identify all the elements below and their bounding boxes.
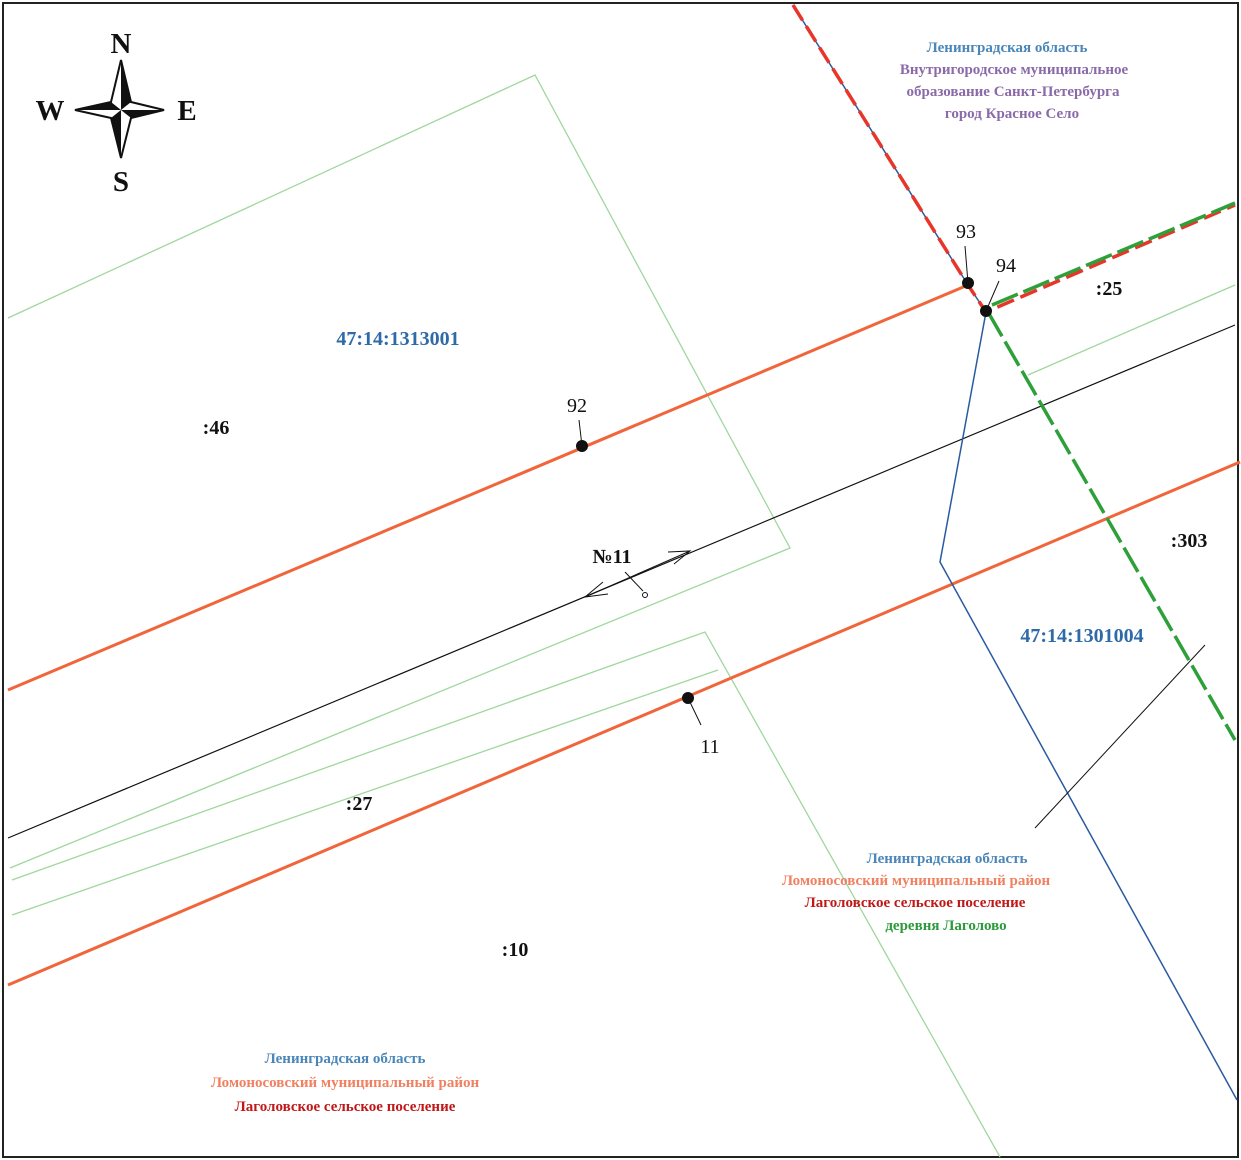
compass-west: W	[36, 95, 65, 127]
compass-east: E	[177, 95, 196, 127]
compass-south: S	[113, 166, 129, 198]
region-label-right: Ленинградская область Ломоносовский муни…	[782, 851, 1051, 934]
green-dashed-boundary	[986, 201, 1237, 741]
point-93-marker	[962, 277, 974, 289]
point-label-92: 92	[567, 395, 587, 417]
orange-boundaries	[7, 283, 1241, 987]
parcel-46-outline	[7, 74, 791, 869]
route-label: №11	[593, 546, 632, 568]
region-leader-line	[1034, 644, 1206, 829]
point-label-94: 94	[996, 255, 1016, 277]
svg-text:Ленинградская область: Ленинградская область	[265, 1051, 426, 1067]
parcel-25-outline	[1027, 284, 1236, 376]
blue-boundary	[792, 4, 1238, 1101]
point-92-marker	[576, 440, 588, 452]
parcel-label-303: :303	[1171, 530, 1208, 552]
region-label-bottom-left: Ленинградская область Ломоносовский муни…	[211, 1051, 480, 1115]
svg-text:деревня Лаголово: деревня Лаголово	[885, 918, 1006, 934]
survey-points	[576, 245, 1000, 726]
region-label-top-right: Ленинградская область Внутригородское му…	[900, 40, 1129, 122]
parcel-label-46: :46	[203, 417, 230, 439]
parcel-10-outline	[11, 631, 1001, 1158]
svg-text:образование Санкт-Петербурга: образование Санкт-Петербурга	[907, 84, 1120, 100]
parcel-27-outline	[11, 669, 719, 916]
point-94-marker	[980, 305, 992, 317]
parcel-label-25: :25	[1096, 278, 1123, 300]
point-label-93: 93	[956, 221, 976, 243]
svg-text:Ленинградская область: Ленинградская область	[927, 40, 1088, 56]
parcel-label-10: :10	[502, 939, 529, 961]
point-11-marker	[682, 692, 694, 704]
svg-text:Лаголовское сельское поселение: Лаголовское сельское поселение	[235, 1099, 456, 1115]
parcel-label-27: :27	[346, 793, 373, 815]
svg-text:Лаголовское сельское поселение: Лаголовское сельское поселение	[805, 895, 1026, 911]
compass-rose: N S W E	[36, 28, 197, 198]
svg-text:город Красное Село: город Красное Село	[945, 106, 1079, 122]
block-label-1313001: 47:14:1313001	[336, 328, 459, 350]
red-dashed-boundary	[791, 4, 1236, 315]
point-label-11: 11	[700, 736, 719, 758]
parcel-outlines	[7, 74, 1236, 1158]
svg-text:Внутригородское муниципальное: Внутригородское муниципальное	[900, 62, 1129, 78]
route-marker	[583, 550, 692, 598]
block-label-1301004: 47:14:1301004	[1020, 625, 1143, 647]
boundary-11	[7, 460, 1241, 987]
svg-text:Ломоносовский муниципальный ра: Ломоносовский муниципальный район	[782, 873, 1051, 889]
boundary-92-93	[7, 283, 969, 692]
compass-north: N	[111, 28, 132, 60]
svg-text:Ломоносовский муниципальный ра: Ломоносовский муниципальный район	[211, 1075, 480, 1091]
svg-text:Ленинградская область: Ленинградская область	[867, 851, 1028, 867]
